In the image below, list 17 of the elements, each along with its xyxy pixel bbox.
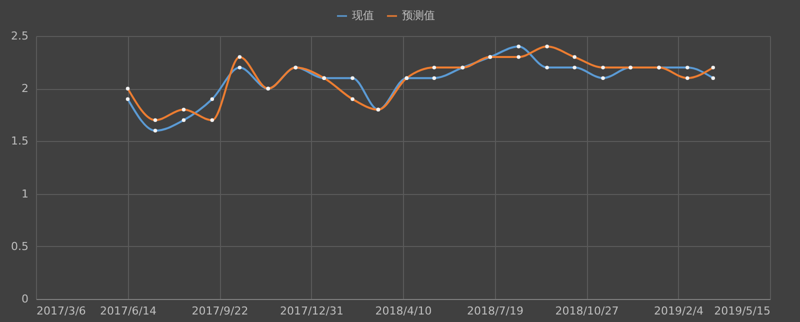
y-tick-label: 2.5 <box>11 30 28 42</box>
x-tick-label: 2017/6/14 <box>100 304 156 318</box>
y-tick-label: 0 <box>22 292 28 306</box>
x-tick-label: 2018/7/19 <box>467 304 524 318</box>
x-tick-label: 2019/2/4 <box>654 304 704 318</box>
legend-label: 预测值 <box>402 9 435 22</box>
x-tick-label: 2017/9/22 <box>192 304 248 318</box>
x-tick-label: 2018/4/10 <box>375 304 432 318</box>
y-tick-label: 1.5 <box>11 134 28 148</box>
y-tick-label: 0.5 <box>11 240 28 253</box>
y-tick-label: 2 <box>22 82 28 96</box>
x-tick-label: 2017/12/31 <box>280 304 344 318</box>
x-tick-label: 2019/5/15 <box>714 304 770 318</box>
legend-label: 现值 <box>352 9 374 22</box>
x-tick-label: 2017/3/6 <box>36 304 86 318</box>
x-tick-label: 2018/10/27 <box>555 304 619 318</box>
y-tick-label: 1 <box>22 187 28 200</box>
